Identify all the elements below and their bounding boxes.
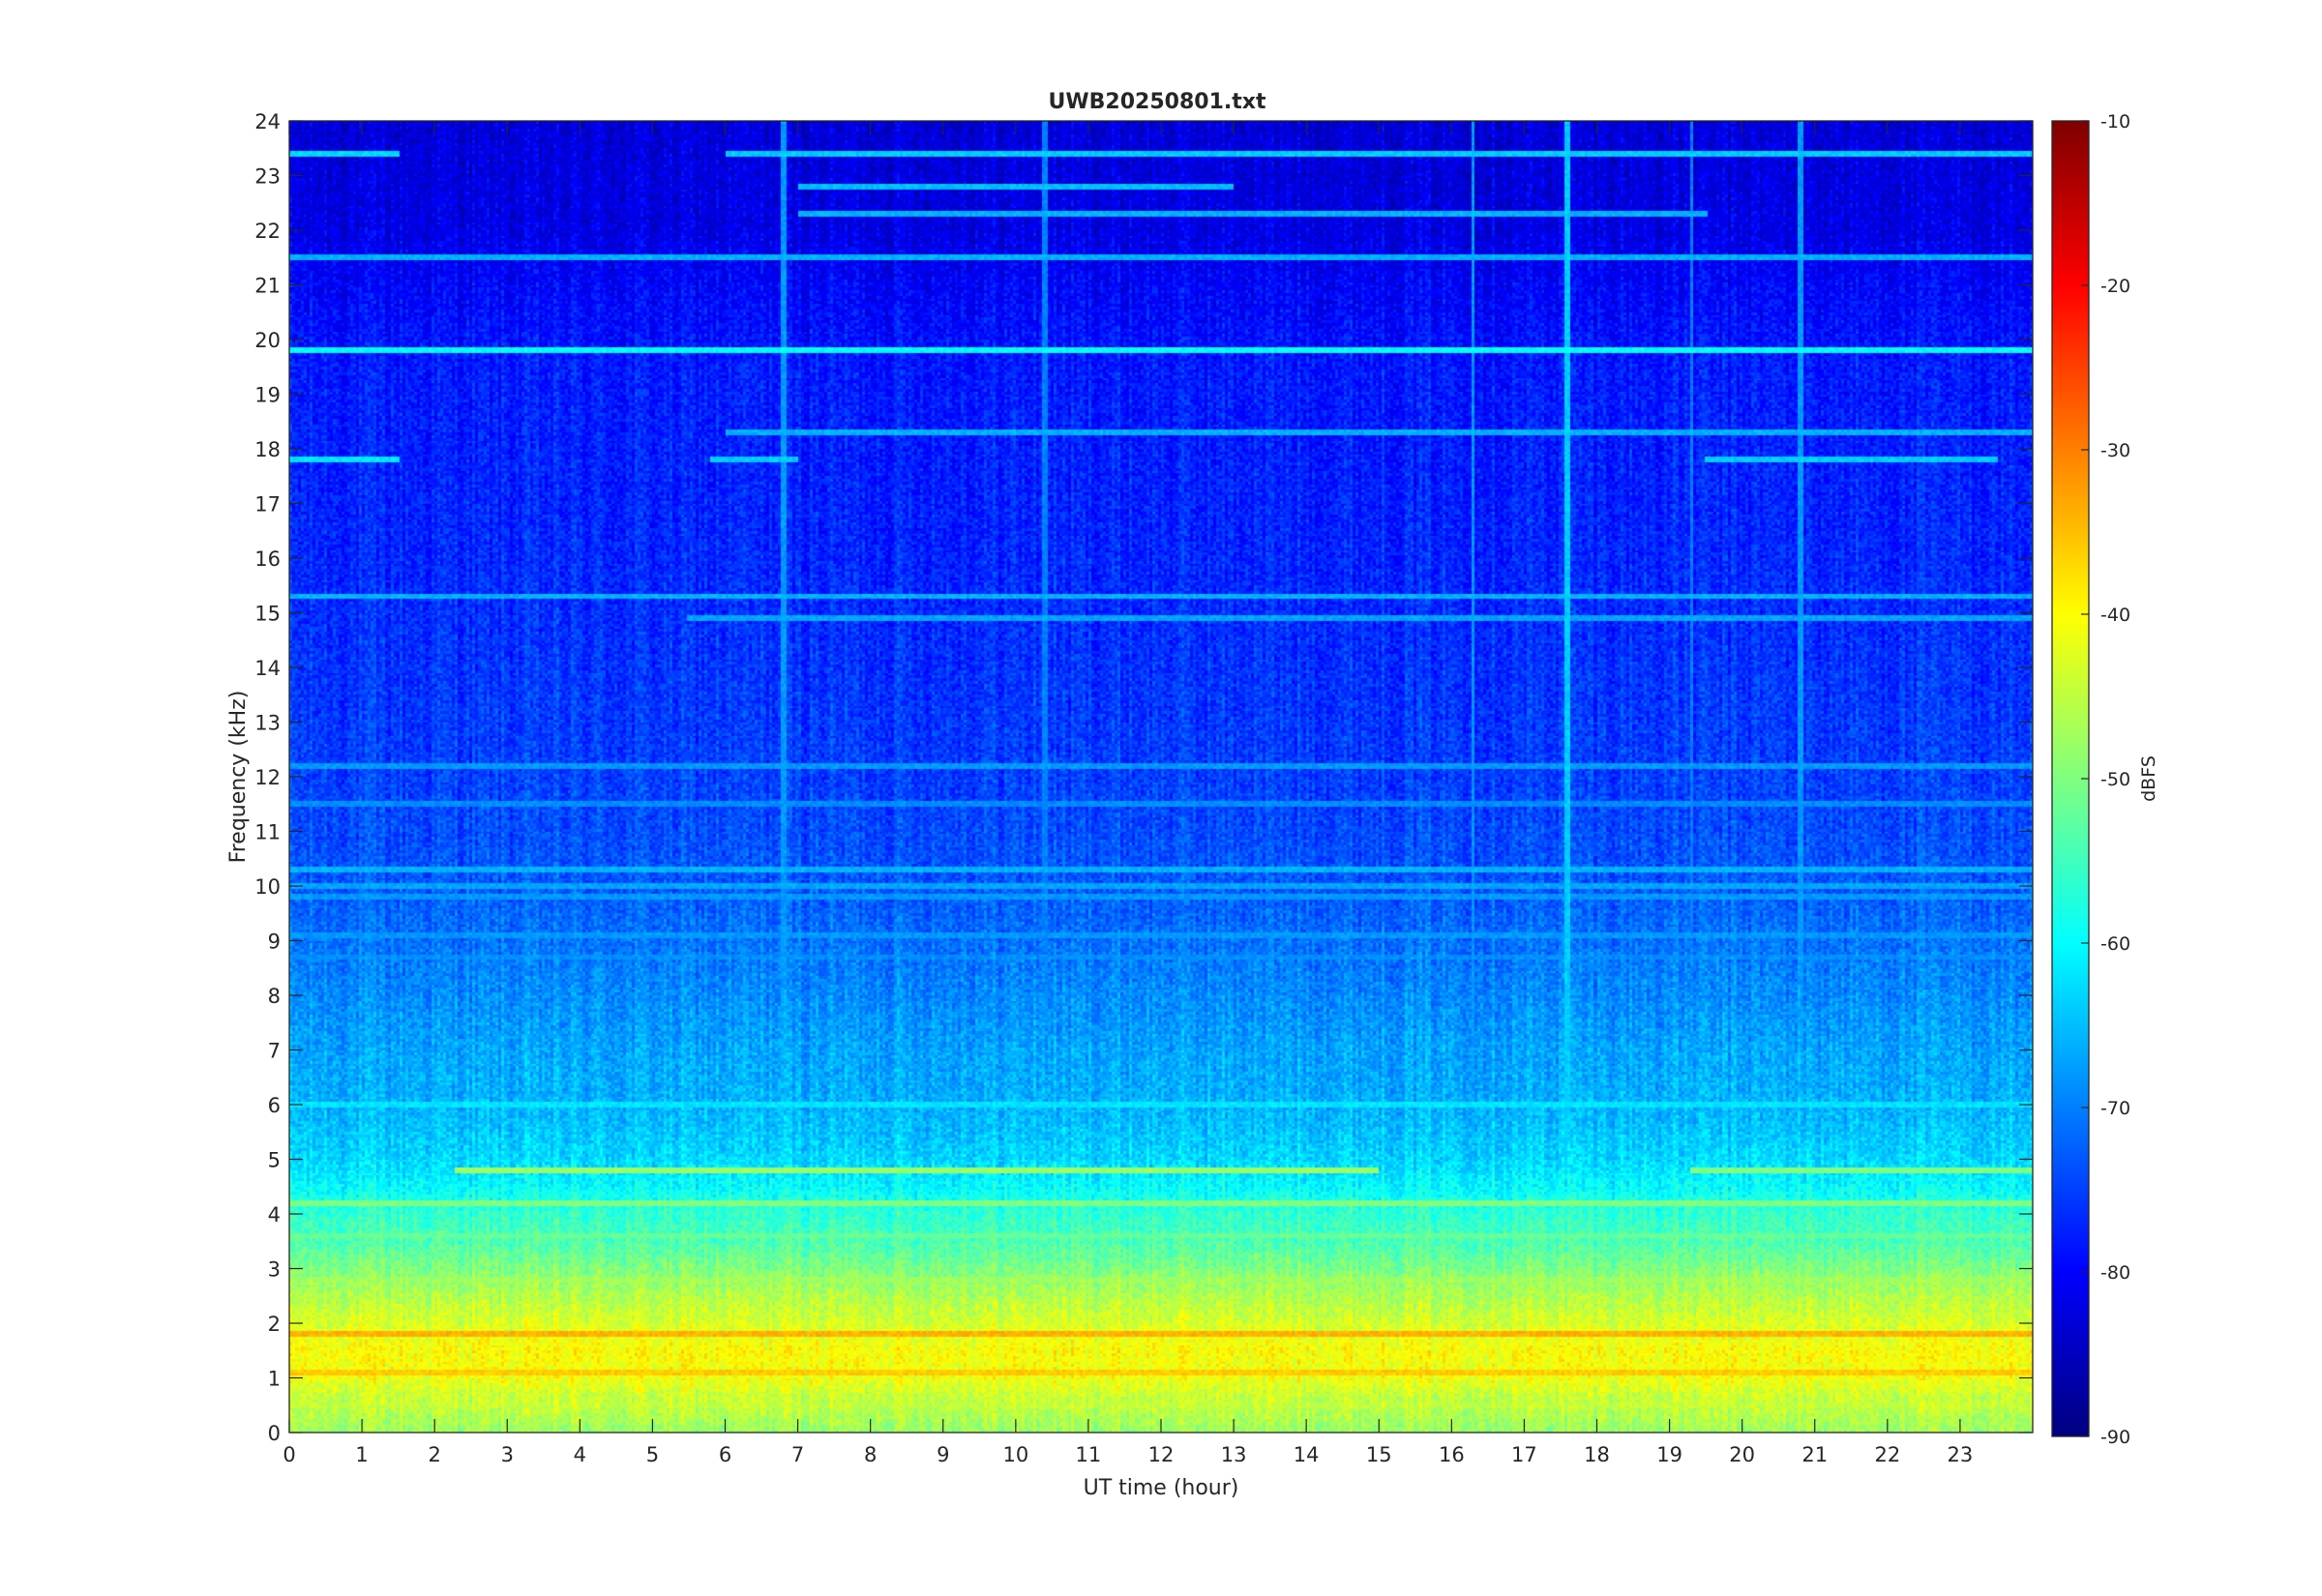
y-tick-label: 8: [268, 985, 281, 1008]
x-tick-label: 20: [1729, 1443, 1755, 1466]
colorbar-tick-label: -40: [2100, 605, 2130, 626]
y-tick-label: 7: [268, 1040, 281, 1063]
y-axis-label: Frequency (kHz): [226, 691, 251, 864]
y-tick-label: 1: [268, 1368, 281, 1391]
x-tick-label: 1: [355, 1443, 368, 1466]
spectrogram-heatmap: [289, 121, 2033, 1433]
x-tick-label: 22: [1874, 1443, 1900, 1466]
x-tick-label: 23: [1948, 1443, 1974, 1466]
x-tick-label: 16: [1439, 1443, 1465, 1466]
y-tick-label: 24: [254, 110, 281, 133]
y-tick-label: 16: [254, 547, 281, 571]
x-tick-label: 5: [646, 1443, 659, 1466]
y-tick-label: 10: [254, 875, 281, 899]
y-tick-label: 9: [268, 931, 281, 954]
x-tick-label: 18: [1584, 1443, 1610, 1466]
x-tick-label: 4: [574, 1443, 586, 1466]
y-tick-label: 6: [268, 1094, 281, 1117]
y-tick-label: 12: [254, 766, 281, 789]
y-tick-label: 22: [254, 220, 281, 243]
x-tick-label: 3: [501, 1443, 514, 1466]
x-tick-label: 8: [864, 1443, 877, 1466]
y-tick-label: 15: [254, 603, 281, 626]
x-tick-label: 6: [719, 1443, 731, 1466]
colorbar: -90 -80 -70 -60 -50 -40 -30 -20 -10 dBFS: [2051, 111, 2159, 1448]
y-tick-label: 2: [268, 1313, 281, 1336]
x-tick-label: 21: [1801, 1443, 1828, 1466]
colorbar-tick-label: -80: [2100, 1262, 2130, 1284]
colorbar-tick-label: -10: [2100, 111, 2130, 133]
y-tick-label: 21: [254, 275, 281, 298]
colorbar-tick-label: -20: [2100, 276, 2130, 297]
x-tick-label: 14: [1294, 1443, 1320, 1466]
y-tick-label: 20: [254, 329, 281, 352]
x-axis: 0 1 2 3 4 5 6 7 8 9 10 11 12 13 14 15 16 17 18 19 20 21 22 23: [283, 121, 1973, 1466]
y-tick-label: 18: [254, 438, 281, 461]
y-tick-label: 19: [254, 384, 281, 407]
chart-title: UWB20250801.txt: [1049, 90, 1266, 114]
colorbar-tick-label: -30: [2100, 440, 2130, 461]
x-tick-label: 12: [1148, 1443, 1175, 1466]
colorbar-tick-label: -90: [2100, 1427, 2130, 1448]
y-tick-label: 4: [268, 1203, 281, 1227]
colorbar-ticks: -90 -80 -70 -60 -50 -40 -30 -20 -10: [2081, 111, 2130, 1448]
y-tick-label: 17: [254, 493, 281, 517]
x-tick-label: 9: [937, 1443, 949, 1466]
x-tick-label: 13: [1221, 1443, 1247, 1466]
x-tick-label: 2: [428, 1443, 440, 1466]
y-tick-label: 23: [254, 165, 281, 189]
x-axis-label: UT time (hour): [1084, 1476, 1239, 1500]
y-tick-label: 14: [254, 657, 281, 680]
x-tick-label: 19: [1656, 1443, 1682, 1466]
spectrogram-plot-area: [288, 120, 2034, 1433]
y-tick-label: 3: [268, 1258, 281, 1282]
x-tick-label: 0: [283, 1443, 295, 1466]
y-tick-label: 5: [268, 1149, 281, 1172]
x-tick-label: 11: [1076, 1443, 1102, 1466]
colorbar-tick-label: -70: [2100, 1098, 2130, 1119]
x-tick-label: 15: [1366, 1443, 1392, 1466]
x-tick-label: 10: [1002, 1443, 1028, 1466]
y-tick-label: 11: [254, 821, 281, 844]
x-tick-label: 7: [791, 1443, 804, 1466]
x-tick-label: 17: [1511, 1443, 1537, 1466]
colorbar-tick-label: -60: [2100, 933, 2130, 955]
colorbar-tick-label: -50: [2100, 769, 2130, 790]
colorbar-label: dBFS: [2138, 755, 2159, 802]
y-tick-label: 0: [268, 1422, 281, 1445]
y-tick-label: 13: [254, 712, 281, 735]
